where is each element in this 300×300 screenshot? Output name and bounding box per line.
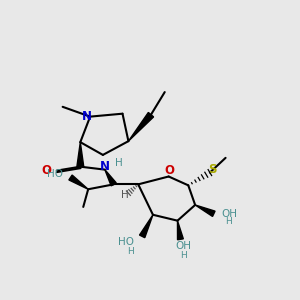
Text: O: O xyxy=(165,164,175,177)
Text: OH: OH xyxy=(222,209,238,219)
Polygon shape xyxy=(195,205,215,217)
Text: H: H xyxy=(226,217,232,226)
Text: H: H xyxy=(128,247,134,256)
Text: N: N xyxy=(100,160,110,173)
Text: OH: OH xyxy=(176,241,191,251)
Text: HO: HO xyxy=(46,169,63,178)
Text: S: S xyxy=(208,163,217,176)
Text: N: N xyxy=(82,110,92,123)
Text: H: H xyxy=(121,190,128,200)
Polygon shape xyxy=(140,215,153,238)
Polygon shape xyxy=(105,169,116,186)
Text: HO: HO xyxy=(118,237,134,247)
Text: H: H xyxy=(115,158,122,168)
Polygon shape xyxy=(69,175,88,189)
Polygon shape xyxy=(77,142,84,167)
Text: O: O xyxy=(42,164,52,177)
Polygon shape xyxy=(178,221,183,240)
Polygon shape xyxy=(128,112,154,141)
Text: H: H xyxy=(180,250,187,260)
